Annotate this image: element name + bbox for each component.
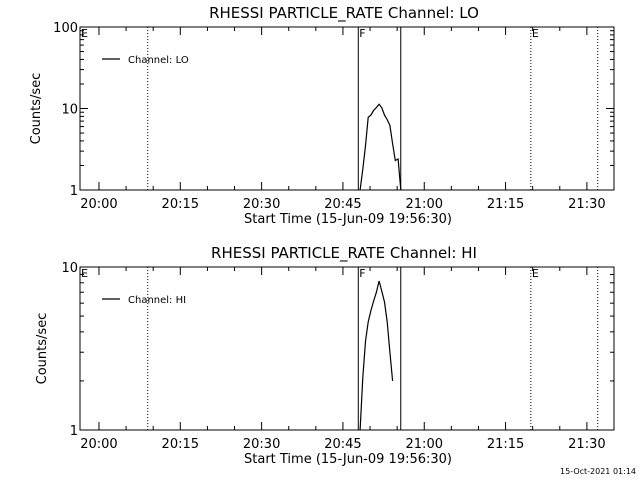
chart-title: RHESSI PARTICLE_RATE Channel: HI: [211, 244, 477, 263]
x-tick-label: 21:30: [568, 437, 605, 452]
y-tick-label: 100: [53, 21, 78, 36]
chart-title: RHESSI PARTICLE_RATE Channel: LO: [209, 4, 479, 23]
x-tick-label: 21:00: [406, 437, 443, 452]
legend-entry: Channel: LO: [128, 55, 189, 66]
x-tick-label: 21:15: [487, 437, 524, 452]
series-line: [359, 103, 402, 191]
chart-panel-2: RHESSI PARTICLE_RATE Channel: HI F E E 20:00…: [35, 244, 615, 467]
plot-frame: [79, 26, 615, 191]
event-marker-label: F: [359, 27, 365, 40]
legend-entry: Channel: HI: [128, 295, 186, 306]
y-tick-label: 1: [70, 184, 78, 199]
x-axis-label: Start Time (15-Jun-09 19:56:30): [244, 452, 452, 467]
x-tick-label: 20:45: [324, 197, 361, 212]
x-tick-label: 20:30: [243, 437, 280, 452]
x-tick-label: 20:15: [162, 197, 199, 212]
y-tick-label: 10: [61, 103, 78, 118]
x-tick-label: 20:30: [243, 197, 280, 212]
x-tick-label: 20:00: [80, 197, 117, 212]
x-tick-label: 20:15: [162, 437, 199, 452]
x-tick-label: 20:00: [80, 437, 117, 452]
y-tick-label: 1: [70, 424, 78, 439]
event-marker-label: F: [359, 267, 365, 280]
y-tick-label: 10: [61, 261, 78, 276]
y-axis-label: Counts/sec: [29, 73, 44, 145]
corner-label: E: [81, 267, 88, 280]
plot-frame: [79, 266, 615, 431]
x-axis-label: Start Time (15-Jun-09 19:56:30): [244, 212, 452, 227]
x-tick-label: 21:15: [487, 197, 524, 212]
x-tick-label: 21:00: [406, 197, 443, 212]
chart-panel-1: RHESSI PARTICLE_RATE Channel: LO F E E 20:00…: [29, 4, 615, 227]
x-tick-label: 21:30: [568, 197, 605, 212]
event-marker-label: E: [532, 267, 539, 280]
event-marker-label: E: [532, 27, 539, 40]
timestamp-stamp: 15-Oct-2021 01:14: [560, 467, 636, 476]
corner-label: E: [81, 27, 88, 40]
x-tick-label: 20:45: [324, 437, 361, 452]
y-axis-label: Counts/sec: [35, 313, 50, 385]
series-line: [359, 280, 394, 431]
